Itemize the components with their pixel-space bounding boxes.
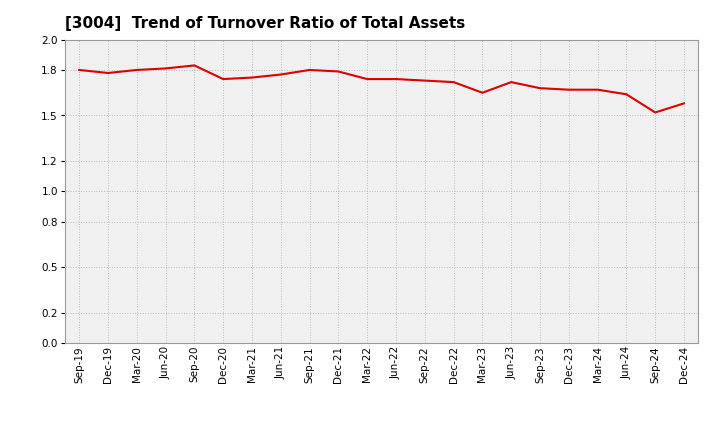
Text: [3004]  Trend of Turnover Ratio of Total Assets: [3004] Trend of Turnover Ratio of Total … xyxy=(65,16,465,32)
